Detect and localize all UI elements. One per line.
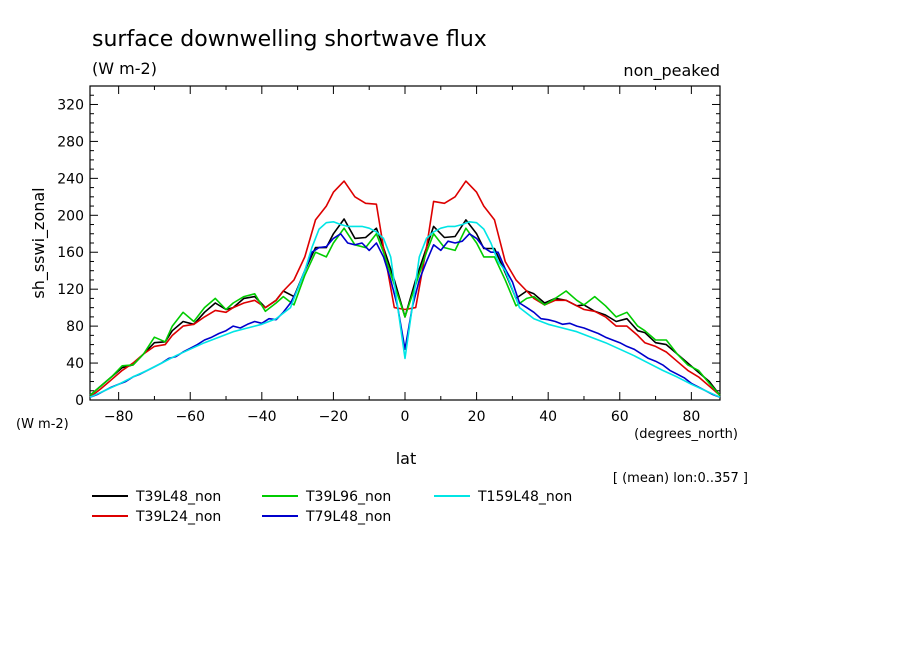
x-axis-units: (degrees_north) bbox=[634, 427, 738, 442]
footer-note: [ (mean) lon:0..357 ] bbox=[613, 471, 748, 486]
series-line-T79L48_non bbox=[89, 233, 721, 398]
x-axis-label: lat bbox=[396, 449, 417, 468]
legend-label: T39L24_non bbox=[135, 509, 221, 525]
y-tick-label: 280 bbox=[57, 134, 84, 150]
x-tick-label: 80 bbox=[682, 409, 700, 425]
y-axis-units: (W m-2) bbox=[16, 417, 69, 432]
x-tick-label: −20 bbox=[319, 409, 349, 425]
legend-entry: T39L48_non bbox=[92, 489, 221, 505]
series-line-T159L48_non bbox=[89, 221, 721, 398]
x-tick-label: 20 bbox=[468, 409, 486, 425]
x-tick-label: 0 bbox=[401, 409, 410, 425]
series-line-T39L24_non bbox=[89, 180, 721, 398]
y-tick-label: 160 bbox=[57, 245, 84, 261]
chart-annotation: non_peaked bbox=[623, 61, 720, 81]
legend-label: T39L96_non bbox=[305, 489, 391, 505]
y-tick-label: 240 bbox=[57, 171, 84, 187]
legend-entry: T39L96_non bbox=[262, 489, 391, 505]
x-tick-label: −80 bbox=[104, 409, 134, 425]
axis-ticks: −80 −60 −40 −20 0 20 40 60 80 0 40 80 120 160 200 240 28… bbox=[57, 86, 720, 425]
legend-entry: T39L24_non bbox=[92, 509, 221, 525]
chart-units: (W m-2) bbox=[92, 59, 157, 78]
x-tick-label: −60 bbox=[175, 409, 205, 425]
y-tick-label: 200 bbox=[57, 208, 84, 224]
y-tick-label: 320 bbox=[57, 97, 84, 113]
x-tick-label: −40 bbox=[247, 409, 277, 425]
y-axis-label: sh_sswi_zonal bbox=[29, 187, 49, 298]
series-line-T39L96_non bbox=[89, 227, 721, 397]
legend-label: T159L48_non bbox=[477, 489, 572, 505]
legend: T39L48_non T39L96_non T159L48_non T39L24_no… bbox=[92, 489, 572, 525]
legend-entry: T159L48_non bbox=[434, 489, 572, 505]
y-tick-label: 40 bbox=[66, 356, 84, 372]
y-tick-label: 80 bbox=[66, 319, 84, 335]
legend-label: T39L48_non bbox=[135, 489, 221, 505]
y-tick-label: 120 bbox=[57, 282, 84, 298]
x-tick-label: 60 bbox=[611, 409, 629, 425]
y-tick-label: 0 bbox=[75, 393, 84, 409]
legend-entry: T79L48_non bbox=[262, 509, 391, 525]
chart-title: surface downwelling shortwave flux bbox=[92, 27, 487, 52]
legend-label: T79L48_non bbox=[305, 509, 391, 525]
x-tick-label: 40 bbox=[539, 409, 557, 425]
series-line-T39L48_non bbox=[89, 218, 721, 397]
series-lines bbox=[89, 180, 721, 398]
